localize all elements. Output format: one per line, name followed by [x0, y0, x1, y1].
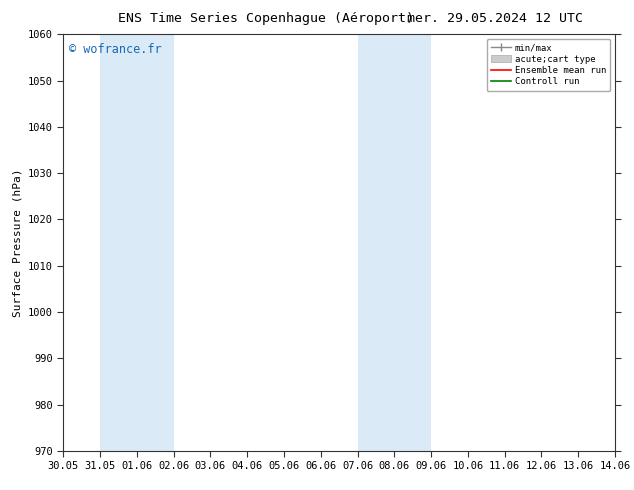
Y-axis label: Surface Pressure (hPa): Surface Pressure (hPa) [13, 168, 22, 317]
Text: mer. 29.05.2024 12 UTC: mer. 29.05.2024 12 UTC [406, 12, 583, 25]
Bar [358, 34, 431, 451]
Text: ENS Time Series Copenhague (Aéroport): ENS Time Series Copenhague (Aéroport) [119, 12, 414, 25]
Bar [100, 34, 174, 451]
Text: © wofrance.fr: © wofrance.fr [69, 43, 162, 56]
Legend: min/max, acute;cart type, Ensemble mean run, Controll run: min/max, acute;cart type, Ensemble mean … [486, 39, 611, 91]
